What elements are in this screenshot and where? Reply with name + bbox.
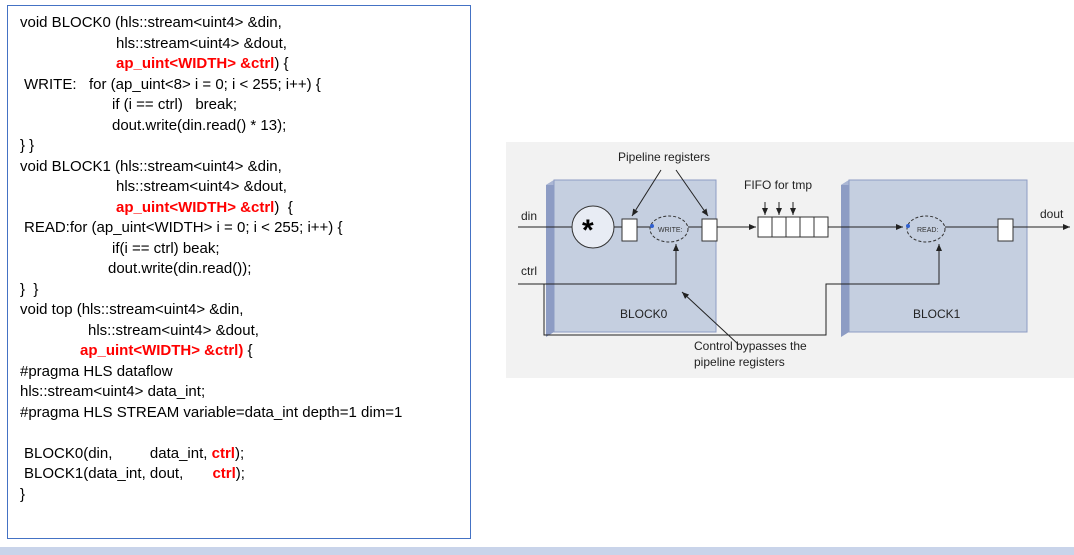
code-line: if(i == ctrl) beak; <box>20 239 470 260</box>
bottom-divider-bar <box>0 547 1074 555</box>
block1 <box>841 179 1028 337</box>
dout-label: dout <box>1040 207 1064 221</box>
code-line: dout.write(din.read()); <box>20 259 470 280</box>
code-token: hls::stream<uint4> data_int; <box>20 383 206 400</box>
code-token: dout.write(din.read() * 13); <box>112 116 287 134</box>
code-line: void top (hls::stream<uint4> &din, <box>20 300 470 321</box>
code-line: #pragma HLS STREAM variable=data_int dep… <box>20 403 470 424</box>
read-loop-label: READ: <box>917 227 938 234</box>
code-line: ap_uint<WIDTH> &ctrl) { <box>20 198 470 219</box>
code-line: if (i == ctrl) break; <box>20 95 470 116</box>
write-loop-dot <box>650 224 654 228</box>
fifo-label: FIFO for tmp <box>744 178 812 192</box>
code-token: ); <box>235 465 245 482</box>
code-line: ap_uint<WIDTH> &ctrl) { <box>20 54 470 75</box>
code-token: hls::stream<uint4> &dout, <box>88 321 259 339</box>
block1-label: BLOCK1 <box>913 307 961 321</box>
bypass-label-line1: Control bypasses the <box>694 339 807 353</box>
code-line: hls::stream<uint4> &dout, <box>20 177 470 198</box>
pipeline-register-0 <box>621 218 638 242</box>
code-token: } } <box>20 137 35 154</box>
code-panel: void BLOCK0 (hls::stream<uint4> &din,hls… <box>7 5 471 539</box>
code-token-highlight: ctrl <box>211 444 235 462</box>
ctrl-label: ctrl <box>521 264 537 278</box>
code-line: #pragma HLS dataflow <box>20 362 470 383</box>
code-token: BLOCK1(data_int, dout, <box>24 465 213 482</box>
bypass-label-line2: pipeline registers <box>694 355 785 369</box>
code-token: BLOCK0(din, data_int, <box>24 444 212 462</box>
diagram-svg: WRITE: READ: <box>518 150 1070 369</box>
code-token: void BLOCK1 (hls::stream<uint4> &din, <box>20 157 282 175</box>
pipeline-register-1 <box>701 218 718 242</box>
code-token: READ:for (ap_uint<WIDTH> i = 0; i < 255;… <box>24 219 343 236</box>
write-loop <box>649 215 689 243</box>
block0-label: BLOCK0 <box>620 307 668 321</box>
pipeline-pointer-lines <box>631 169 709 217</box>
code-token-highlight: ctrl <box>212 465 236 482</box>
code-token: dout.write(din.read()); <box>108 260 252 277</box>
code-token: #pragma HLS dataflow <box>20 362 173 380</box>
code-token: hls::stream<uint4> &dout, <box>116 178 287 195</box>
code-line: ap_uint<WIDTH> &ctrl) { <box>20 341 470 362</box>
multiply-icon: * <box>582 214 594 247</box>
code-line: } <box>20 485 470 506</box>
code-token: void BLOCK0 (hls::stream<uint4> &din, <box>20 14 282 31</box>
code-line: hls::stream<uint4> &dout, <box>20 321 470 342</box>
code-line: BLOCK0(din, data_int, ctrl); <box>20 444 470 465</box>
block0 <box>546 179 717 337</box>
code-line: void BLOCK1 (hls::stream<uint4> &din, <box>20 157 470 178</box>
pipeline-register-2 <box>997 218 1014 242</box>
code-line: void BLOCK0 (hls::stream<uint4> &din, <box>20 13 470 34</box>
read-loop-dot <box>906 224 910 228</box>
code-token-highlight: ap_uint<WIDTH> &ctrl) <box>80 342 244 359</box>
code-token: #pragma HLS STREAM variable=data_int dep… <box>20 403 403 421</box>
code-line: READ:for (ap_uint<WIDTH> i = 0; i < 255;… <box>20 218 470 239</box>
ctrl-wire <box>518 245 940 336</box>
code-token: void top (hls::stream<uint4> &din, <box>20 301 244 318</box>
code-token: } } <box>20 280 39 298</box>
code-token: if (i == ctrl) break; <box>112 96 238 113</box>
code-token: ) { <box>274 198 293 216</box>
code-line: } } <box>20 136 470 157</box>
code-token: ) { <box>274 55 289 72</box>
code-line: BLOCK1(data_int, dout, ctrl); <box>20 464 470 485</box>
code-token: ); <box>234 444 245 462</box>
code-line: hls::stream<uint4> data_int; <box>20 382 470 403</box>
code-line: hls::stream<uint4> &dout, <box>20 34 470 55</box>
din-label: din <box>521 209 537 223</box>
code-token: } <box>20 485 26 503</box>
code-line <box>20 423 470 444</box>
code-token: if(i == ctrl) beak; <box>112 239 220 257</box>
code-token: { <box>243 342 253 359</box>
code-line: WRITE: for (ap_uint<8> i = 0; i < 255; i… <box>20 75 470 96</box>
code-line: } } <box>20 280 470 301</box>
write-loop-label: WRITE: <box>658 227 683 234</box>
fifo <box>757 202 829 238</box>
code-line: dout.write(din.read() * 13); <box>20 116 470 137</box>
code-token: hls::stream<uint4> &dout, <box>116 34 287 52</box>
dataflow-diagram: WRITE: READ: <box>506 142 1074 378</box>
bypass-pointer <box>681 291 739 345</box>
read-loop <box>906 215 946 243</box>
code-token: WRITE: for (ap_uint<8> i = 0; i < 255; i… <box>24 75 321 93</box>
code-token-highlight: ap_uint<WIDTH> &ctrl <box>116 198 275 216</box>
code-token-highlight: ap_uint<WIDTH> &ctrl <box>116 55 275 72</box>
pipeline-registers-label: Pipeline registers <box>618 150 710 164</box>
